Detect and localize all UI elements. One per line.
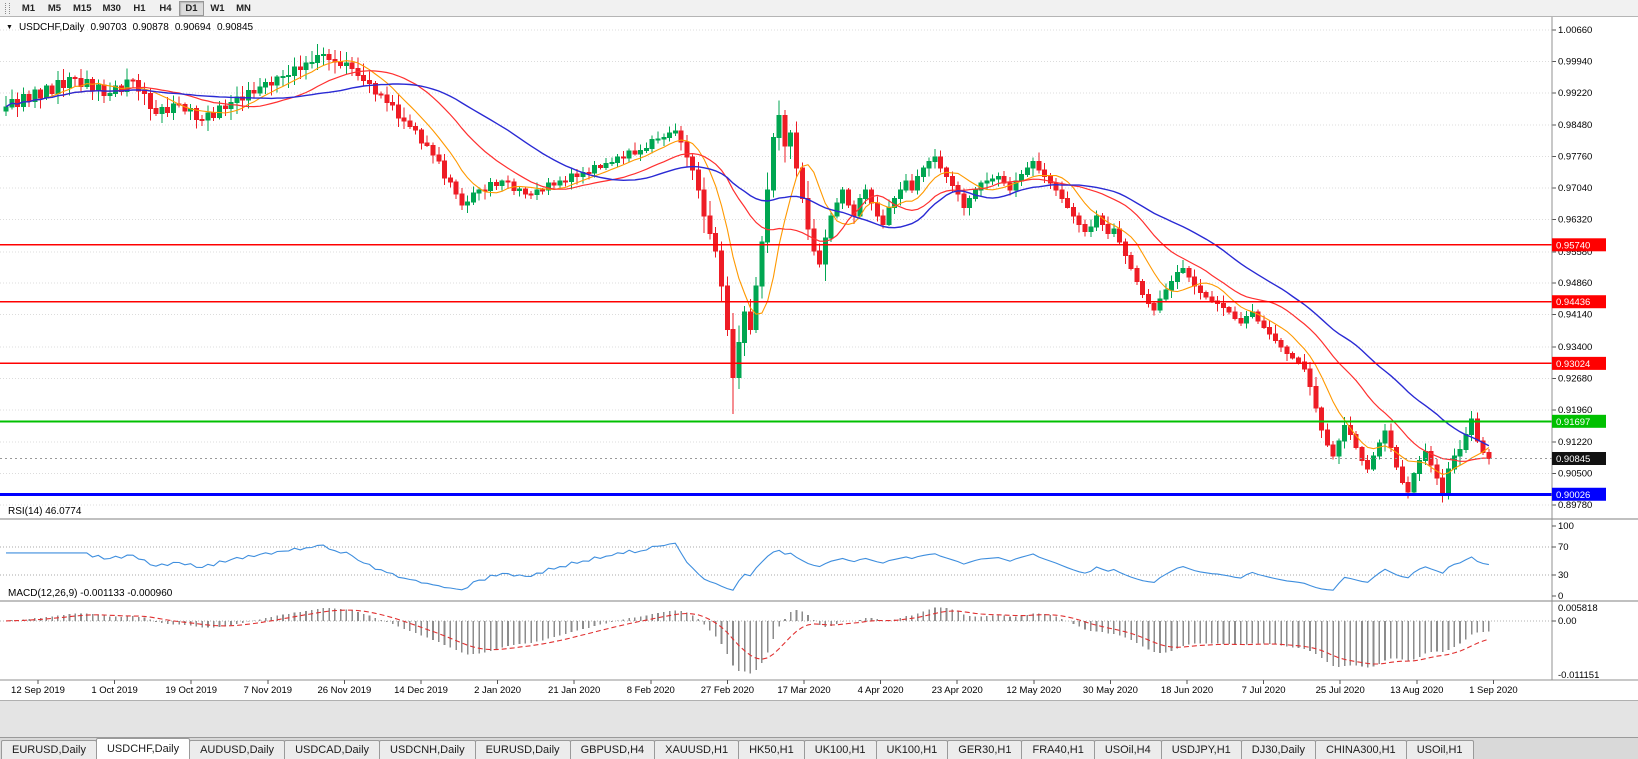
svg-text:0.005818: 0.005818	[1558, 603, 1598, 614]
chart-tab-14-usdjpy-h1[interactable]: USDJPY,H1	[1160, 740, 1242, 759]
high-value: 0.90878	[132, 22, 169, 33]
svg-text:0.91220: 0.91220	[1558, 437, 1592, 448]
svg-text:1 Oct 2019: 1 Oct 2019	[91, 685, 137, 696]
svg-text:14 Dec 2019: 14 Dec 2019	[394, 685, 448, 696]
open-value: 0.90703	[90, 22, 127, 33]
svg-text:12 May 2020: 12 May 2020	[1006, 685, 1061, 696]
svg-text:0.95580: 0.95580	[1558, 247, 1592, 258]
macd-indicator-label: MACD(12,26,9) -0.001133 -0.000960	[8, 588, 173, 599]
chart-tab-13-usoil-h4[interactable]: USOil,H4	[1093, 740, 1162, 759]
chart-tab-15-dj30-daily[interactable]: DJ30,Daily	[1240, 740, 1316, 759]
rsi-indicator-label: RSI(14) 46.0774	[8, 506, 82, 517]
svg-text:0.89780: 0.89780	[1558, 500, 1592, 511]
timeframe-button-m15[interactable]: M15	[73, 2, 92, 14]
chart-tabbar: EURUSD,Daily USDCHF,Daily AUDUSD,Daily USDC…	[0, 737, 1638, 759]
close-value: 0.90845	[216, 22, 254, 33]
timeframe-button-m30[interactable]: M30	[102, 2, 121, 14]
svg-text:0.93024: 0.93024	[1556, 359, 1590, 370]
timeframe-toolbar: M1 M5 M15 M30 H1 H4 D1 W1 MN	[0, 0, 1638, 17]
chart-tab-16-china300-h1[interactable]: CHINA300,H1	[1314, 740, 1407, 759]
chart-tab-5-eurusd-daily[interactable]: EURUSD,Daily	[474, 740, 571, 759]
svg-text:0.99220: 0.99220	[1558, 88, 1592, 99]
svg-text:19 Oct 2019: 19 Oct 2019	[165, 685, 217, 696]
chart-tab-3-usdcad-daily[interactable]: USDCAD,Daily	[284, 740, 381, 759]
svg-text:13 Aug 2020: 13 Aug 2020	[1390, 685, 1443, 696]
svg-text:1.00660: 1.00660	[1558, 25, 1592, 36]
svg-text:0: 0	[1558, 591, 1563, 602]
chart-tab-8-hk50-h1[interactable]: HK50,H1	[738, 740, 805, 759]
svg-text:7 Jul 2020: 7 Jul 2020	[1242, 685, 1286, 696]
chart-svg[interactable]: 1.00660 0.99940 0.99220 0.98480 0.97760 0.970…	[0, 17, 1638, 700]
svg-text:0.92680: 0.92680	[1558, 373, 1592, 384]
svg-text:0.94436: 0.94436	[1556, 297, 1590, 308]
svg-text:30 May 2020: 30 May 2020	[1083, 685, 1138, 696]
chart-tab-4-usdcnh-daily[interactable]: USDCNH,Daily	[379, 740, 476, 759]
svg-text:2 Jan 2020: 2 Jan 2020	[474, 685, 521, 696]
svg-text:0.90845: 0.90845	[1556, 454, 1590, 465]
svg-text:0.97040: 0.97040	[1558, 183, 1592, 194]
svg-text:27 Feb 2020: 27 Feb 2020	[701, 685, 754, 696]
svg-text:26 Nov 2019: 26 Nov 2019	[317, 685, 371, 696]
timeframe-button-mn[interactable]: MN	[236, 2, 251, 14]
timeframe-button-m5[interactable]: M5	[47, 2, 62, 14]
svg-text:21 Jan 2020: 21 Jan 2020	[548, 685, 600, 696]
svg-text:18 Jun 2020: 18 Jun 2020	[1161, 685, 1213, 696]
svg-text:70: 70	[1558, 542, 1569, 553]
svg-text:0.98480: 0.98480	[1558, 120, 1592, 131]
svg-text:0.00: 0.00	[1558, 616, 1577, 627]
chart-tab-7-xauusd-h1[interactable]: XAUUSD,H1	[654, 740, 740, 759]
svg-text:12 Sep 2019: 12 Sep 2019	[11, 685, 65, 696]
chart-tab-17-usoil-h1[interactable]: USOil,H1	[1405, 740, 1474, 759]
timeframe-button-m1[interactable]: M1	[21, 2, 36, 14]
svg-text:4 Apr 2020: 4 Apr 2020	[858, 685, 904, 696]
chart-tab-10-uk100-h1[interactable]: UK100,H1	[875, 740, 949, 759]
svg-text:0.91697: 0.91697	[1556, 417, 1590, 428]
svg-text:1 Sep 2020: 1 Sep 2020	[1469, 685, 1518, 696]
timeframe-toolbar-buttons: M1 M5 M15 M30 H1 H4 D1 W1 MN	[16, 0, 256, 16]
svg-text:0.94140: 0.94140	[1558, 310, 1592, 321]
svg-text:0.95740: 0.95740	[1556, 240, 1590, 251]
chart-tab-0-eurusd-daily[interactable]: EURUSD,Daily	[1, 740, 97, 759]
svg-text:30: 30	[1558, 570, 1569, 581]
svg-text:23 Apr 2020: 23 Apr 2020	[932, 685, 983, 696]
one-click-trading-arrow-icon[interactable]: ▼	[6, 23, 13, 31]
svg-text:0.94860: 0.94860	[1558, 278, 1592, 289]
svg-text:8 Feb 2020: 8 Feb 2020	[627, 685, 675, 696]
svg-text:0.93400: 0.93400	[1558, 342, 1592, 353]
timeframe-button-w1[interactable]: W1	[210, 2, 225, 14]
price-chart-canvas[interactable]: 1.00660 0.99940 0.99220 0.98480 0.97760 0.970…	[0, 17, 1638, 700]
timeframe-button-h1[interactable]: H1	[133, 2, 146, 14]
workspace-background	[0, 700, 1638, 737]
svg-text:0.90500: 0.90500	[1558, 469, 1592, 480]
low-value: 0.90694	[174, 22, 211, 33]
chart-tab-12-fra40-h1[interactable]: FRA40,H1	[1021, 740, 1095, 759]
svg-text:17 Mar 2020: 17 Mar 2020	[777, 685, 830, 696]
chart-tab-6-gbpusd-h4[interactable]: GBPUSD,H4	[569, 740, 656, 759]
svg-text:0.97760: 0.97760	[1558, 152, 1592, 163]
svg-text:0.90026: 0.90026	[1556, 490, 1590, 501]
chart-tab-11-ger30-h1[interactable]: GER30,H1	[947, 740, 1023, 759]
svg-text:0.91960: 0.91960	[1558, 405, 1592, 416]
svg-text:100: 100	[1558, 521, 1574, 532]
timeframe-button-d1[interactable]: D1	[178, 0, 204, 16]
svg-text:25 Jul 2020: 25 Jul 2020	[1316, 685, 1365, 696]
svg-text:0.96320: 0.96320	[1558, 214, 1592, 225]
timeframe-button-h4[interactable]: H4	[159, 2, 172, 14]
symbol-ohlc-header: ▼ USDCHF,Daily 0.90703 0.90878 0.90694 0…	[6, 22, 253, 33]
chart-tab-1-usdchf-daily[interactable]: USDCHF,Daily	[95, 738, 191, 759]
symbol-label: USDCHF,Daily	[18, 22, 85, 33]
svg-text:7 Nov 2019: 7 Nov 2019	[244, 685, 293, 696]
svg-text:-0.011151: -0.011151	[1558, 670, 1599, 681]
chart-tab-2-audusd-daily[interactable]: AUDUSD,Daily	[189, 740, 286, 759]
chart-tab-9-uk100-h1[interactable]: UK100,H1	[803, 740, 877, 759]
toolbar-drag-handle[interactable]	[5, 2, 10, 14]
svg-text:0.99940: 0.99940	[1558, 56, 1592, 67]
